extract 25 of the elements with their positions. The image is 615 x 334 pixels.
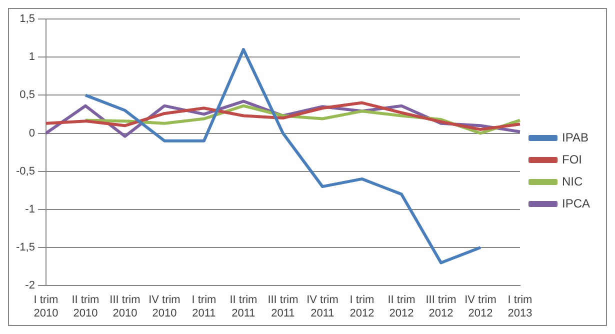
y-tick-label: 1 xyxy=(28,51,35,64)
x-tick-label: III trim 2010 xyxy=(110,294,140,320)
legend-label: IPCA xyxy=(562,196,590,210)
x-tick-label: III trim 2012 xyxy=(426,294,456,320)
y-tick-label: 0 xyxy=(28,127,35,140)
y-tick-label: -2 xyxy=(25,280,35,292)
y-tick-label: -0,5 xyxy=(16,165,35,178)
x-tick-label: I trim 2012 xyxy=(350,294,374,320)
x-tick-label: II trim 2010 xyxy=(72,294,100,320)
x-tick-label: IV trim 2010 xyxy=(148,294,180,320)
x-tick-label: III trim 2011 xyxy=(268,294,298,320)
y-tick-label: 1,5 xyxy=(20,13,35,26)
y-tick-label: -1 xyxy=(25,203,35,216)
legend-label: NIC xyxy=(562,174,583,188)
y-tick-label: 0,5 xyxy=(20,89,35,102)
x-tick-label: I trim 2011 xyxy=(192,294,216,320)
x-tick-label: I trim 2010 xyxy=(34,294,58,320)
y-tick-label: -1,5 xyxy=(16,242,35,254)
legend-label: FOI xyxy=(562,152,582,166)
x-tick-label: II trim 2012 xyxy=(388,294,416,320)
x-tick-label: I trim 2013 xyxy=(508,294,532,320)
x-tick-label: IV trim 2011 xyxy=(306,294,338,320)
x-tick-label: IV trim 2012 xyxy=(464,294,496,320)
x-tick-label: II trim 2011 xyxy=(230,294,258,320)
legend-label: IPAB xyxy=(562,130,588,144)
